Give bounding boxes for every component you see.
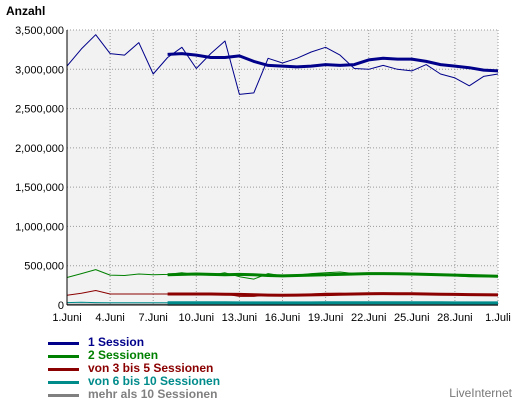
legend-swatch <box>48 368 79 371</box>
x-tick-label: 1.Juni <box>52 312 81 324</box>
y-tick-label: 500,000 <box>24 261 64 273</box>
x-tick-label: 10.Juni <box>179 312 214 324</box>
x-tick-label: 28.Juni <box>437 312 472 324</box>
y-tick-label: 1,500,000 <box>15 182 64 194</box>
legend-swatch <box>48 355 79 358</box>
plot-area <box>67 30 498 305</box>
legend-label: 2 Sessionen <box>88 348 159 362</box>
legend-swatch <box>48 381 79 384</box>
x-tick-label: 25.Juni <box>394 312 429 324</box>
x-tick-label: 7.Juni <box>139 312 168 324</box>
y-axis-label: Anzahl <box>6 4 45 18</box>
y-tick-label: 3,000,000 <box>15 64 64 76</box>
watermark-liveinternet: LiveInternet <box>449 386 512 400</box>
legend-label: von 6 bis 10 Sessionen <box>88 374 221 388</box>
x-tick-label: 16.Juni <box>265 312 300 324</box>
legend-swatch <box>48 342 79 345</box>
series-line-1-session-average <box>167 52 499 73</box>
legend-swatch <box>48 394 79 397</box>
y-tick-label: 3,500,000 <box>15 25 64 37</box>
x-tick-label: 13.Juni <box>222 312 257 324</box>
tick-labels: 0 500,000 1,000,000 1,500,000 2,000,000 2,500… <box>15 25 511 324</box>
y-tick-label: 2,500,000 <box>15 104 64 116</box>
legend-label: 1 Session <box>88 335 145 349</box>
x-tick-label: 19.Juni <box>308 312 343 324</box>
series-line-von-3-bis-5-sessionen-average <box>167 292 499 297</box>
x-tick-label: 4.Juni <box>95 312 124 324</box>
legend-label: mehr als 10 Sessionen <box>88 387 218 401</box>
x-tick-label: 22.Juni <box>351 312 386 324</box>
y-tick-label: 2,000,000 <box>15 143 64 155</box>
line-chart: Anzahl 0 500,000 1,000,000 1,500,000 2,000,0… <box>6 4 511 324</box>
grid <box>67 29 499 305</box>
x-tick-label: 1.Juli <box>485 312 511 324</box>
series-group <box>66 34 499 306</box>
y-tick-label: 0 <box>58 300 64 312</box>
y-tick-label: 1,000,000 <box>15 221 64 233</box>
legend-label: von 3 bis 5 Sessionen <box>88 361 214 375</box>
series-line-2-sessionen-average <box>167 272 499 278</box>
series-line-1-session-daily <box>66 34 499 95</box>
